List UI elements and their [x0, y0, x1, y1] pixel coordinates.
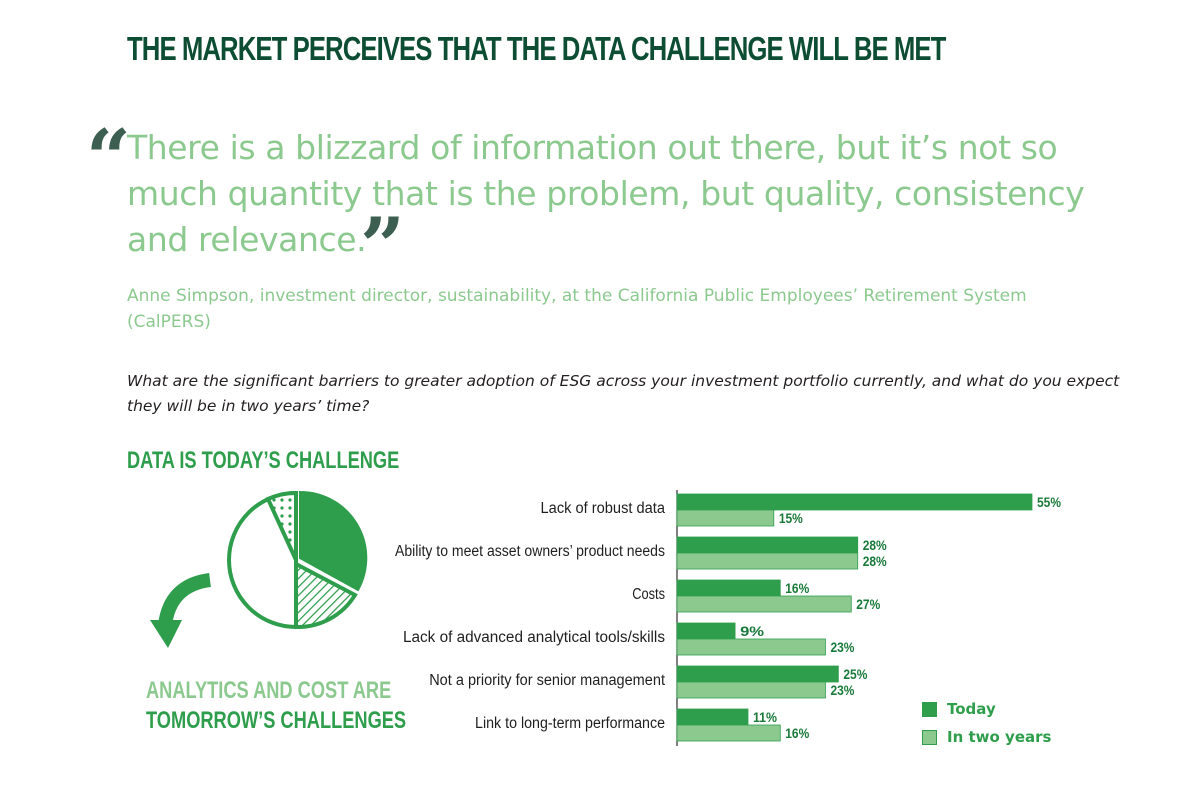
- bar-today: [676, 493, 1033, 511]
- category-label: Lack of robust data: [541, 500, 666, 517]
- bar-value-label: 28%: [863, 553, 887, 569]
- curved-arrow-icon: [150, 573, 212, 648]
- bar-today: [676, 622, 736, 640]
- bar-value-label: 28%: [863, 537, 887, 553]
- bar-value-label: 23%: [830, 639, 854, 655]
- bar-value-label: 16%: [785, 725, 809, 741]
- category-label: Costs: [632, 586, 665, 603]
- bar-value-label: 16%: [785, 580, 809, 596]
- bar-two-years: [676, 638, 826, 656]
- bar-two-years: [676, 724, 781, 742]
- decorative-pie-icon: [150, 490, 368, 648]
- close-quote-icon: ”: [360, 201, 405, 292]
- bar-value-label: 23%: [830, 682, 854, 698]
- pie-heading: DATA IS TODAY’S CHALLENGE: [127, 447, 400, 474]
- bar-two-years: [676, 595, 852, 613]
- legend-swatch: [922, 729, 937, 745]
- legend-label: In two years: [947, 728, 1052, 746]
- bar-value-label: 55%: [1037, 494, 1061, 510]
- category-label: Lack of advanced analytical tools/skills: [403, 629, 665, 646]
- bar-today: [676, 708, 749, 726]
- bar-today: [676, 536, 859, 554]
- pie-slice-dotted: [265, 490, 298, 561]
- chart-legend: Today In two years: [922, 695, 1051, 751]
- legend-item: In two years: [922, 723, 1051, 751]
- bar-value-label: 15%: [779, 510, 803, 526]
- tomorrow-line-2: TOMORROW’S CHALLENGES: [146, 707, 407, 734]
- legend-item: Today: [922, 695, 1051, 723]
- bar-two-years: [676, 681, 826, 699]
- bar-two-years: [676, 552, 859, 570]
- bar-value-label: 27%: [856, 596, 880, 612]
- survey-question: What are the significant barriers to gre…: [127, 372, 1120, 415]
- legend-label: Today: [947, 700, 996, 718]
- bar-today: [676, 665, 839, 683]
- category-label: Ability to meet asset owners’ product ne…: [395, 543, 665, 560]
- pull-quote: There is a blizzard of information out t…: [127, 128, 1085, 259]
- category-label: Link to long-term performance: [475, 715, 665, 732]
- tomorrow-caption: ANALYTICS AND COST ARE TOMORROW’S CHALLE…: [146, 676, 406, 736]
- bar-value-label: 11%: [753, 709, 777, 725]
- bar-today: [676, 579, 781, 597]
- category-label: Not a priority for senior management: [429, 672, 665, 689]
- pie-slice-hatched: [294, 560, 358, 630]
- pie-slice-solid: [299, 490, 368, 592]
- pie-slices: [227, 490, 368, 630]
- open-quote-icon: “: [86, 113, 131, 204]
- legend-swatch: [922, 701, 937, 717]
- quote-attribution: Anne Simpson, investment director, susta…: [127, 286, 1027, 332]
- bar-value-label: 9%: [740, 623, 765, 639]
- barriers-bar-chart: Lack of robust data 55% 15% Ability to meet…: [395, 490, 1061, 746]
- headline: THE MARKET PERCEIVES THAT THE DATA CHALL…: [127, 30, 946, 67]
- tomorrow-line-1: ANALYTICS AND COST ARE: [146, 677, 392, 704]
- bar-two-years: [676, 509, 775, 527]
- bar-value-label: 25%: [843, 666, 867, 682]
